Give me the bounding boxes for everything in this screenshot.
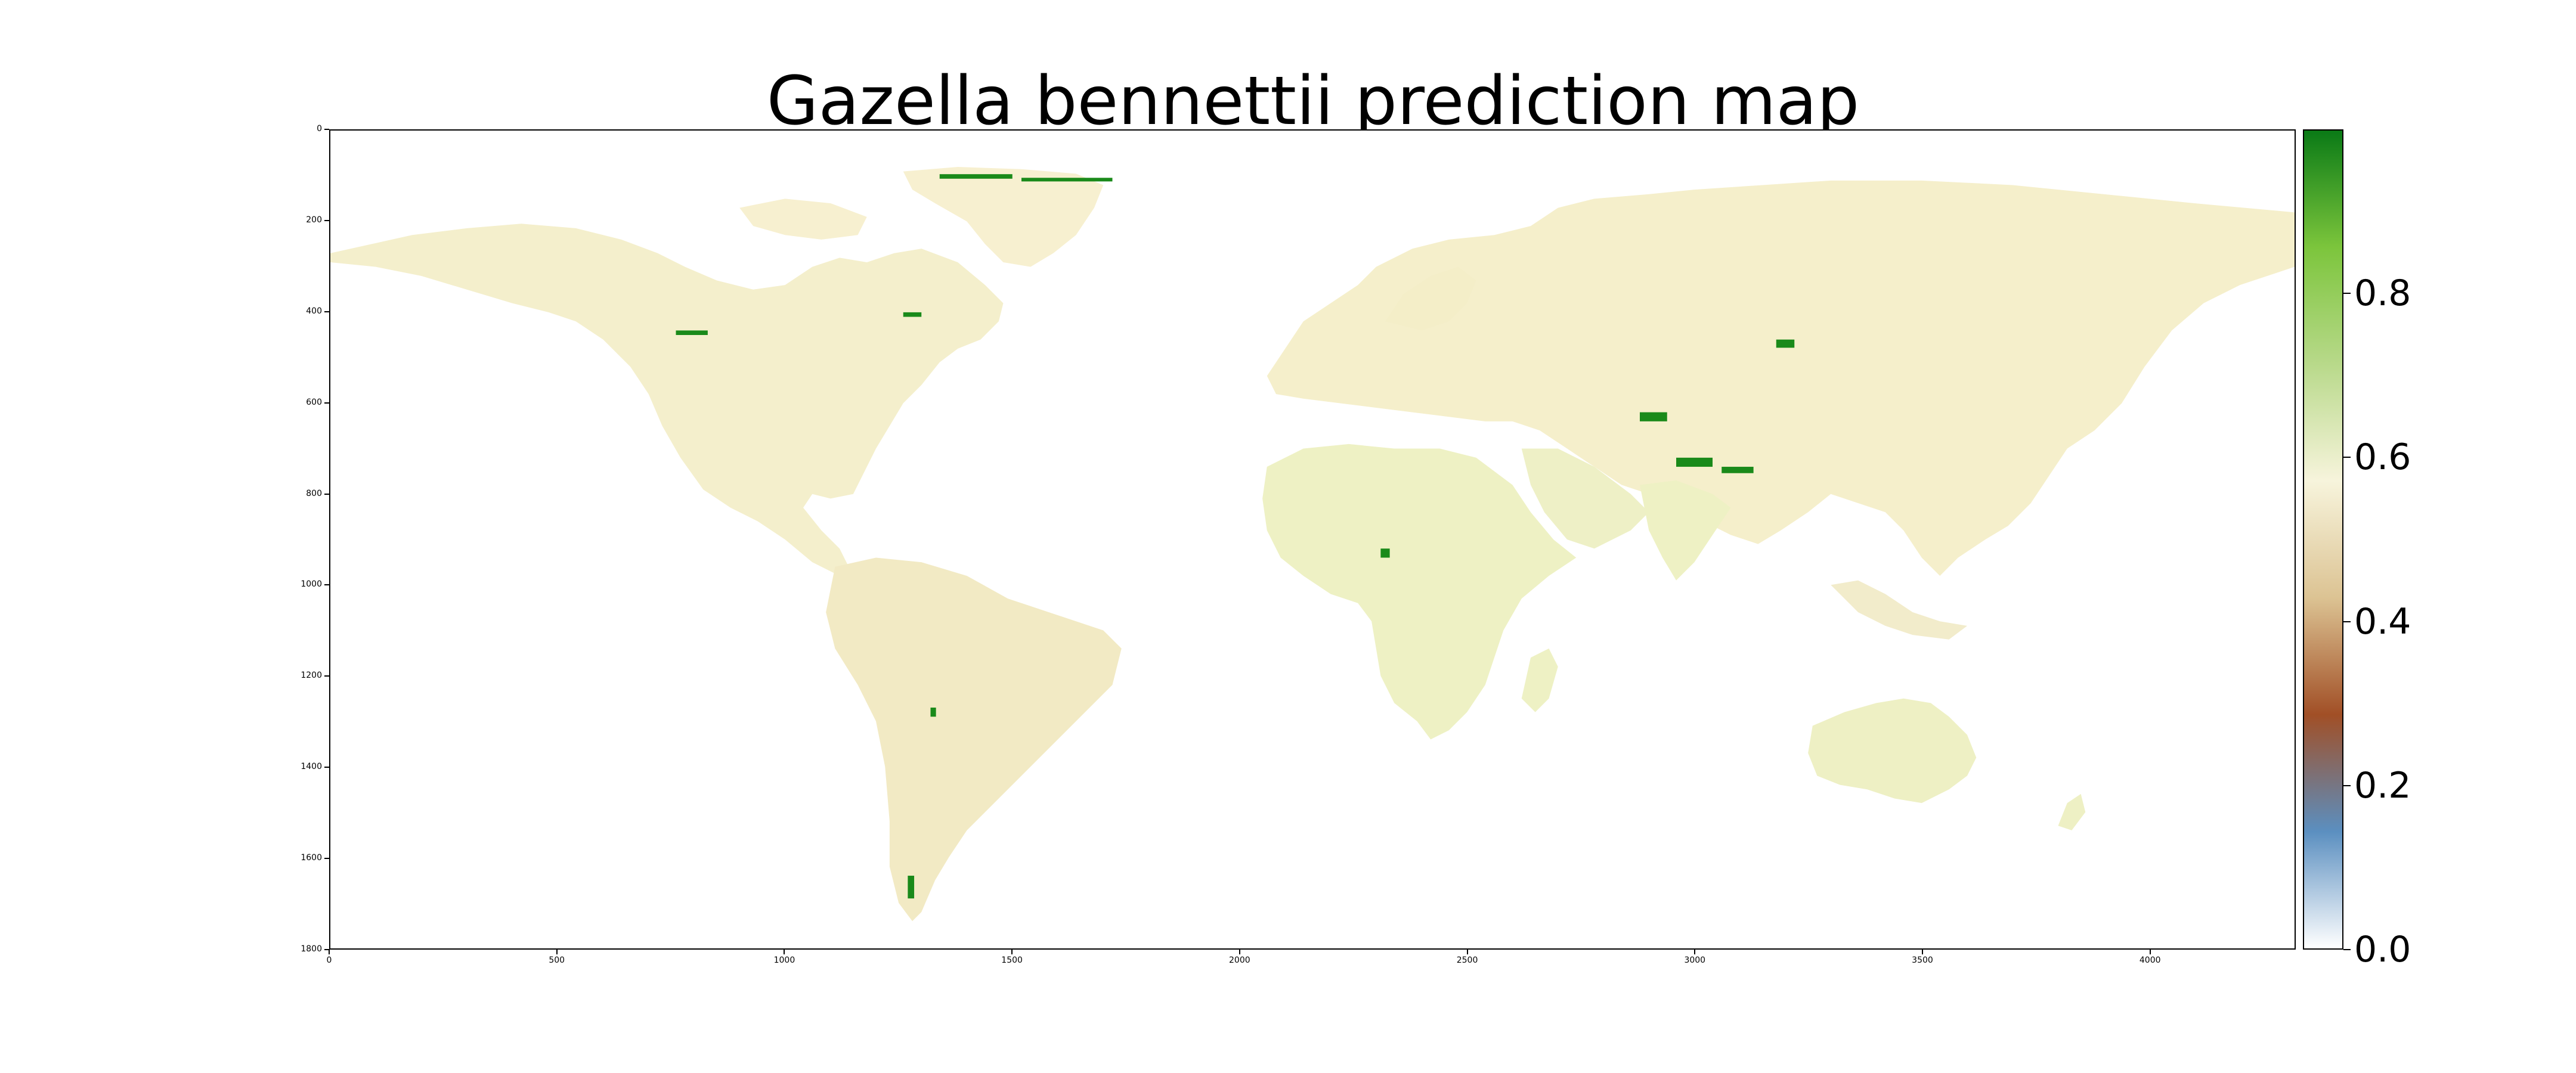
x-tick-mark [556,950,558,954]
high-prediction-patch [1380,548,1390,558]
x-tick-label: 0 [326,956,332,965]
colorbar-tick-mark [2343,293,2351,294]
landmass-new-zealand [2058,793,2086,830]
landmass-scandinavia [1385,266,1476,331]
landmass-india [1640,480,1731,581]
landmass-arctic-islands [739,199,867,240]
x-tick-mark [329,950,330,954]
colorbar-tick-mark [2343,949,2351,950]
x-tick-label: 500 [549,956,565,965]
landmass-africa [1262,444,1577,740]
y-tick-label: 1600 [301,853,322,863]
high-prediction-patch [930,708,936,717]
y-tick-label: 1000 [301,579,322,590]
colorbar-tick-mark [2343,784,2351,786]
y-tick-mark [324,129,329,130]
y-tick-mark [324,858,329,860]
high-prediction-patch [903,312,922,317]
x-tick-mark [2149,950,2151,954]
colorbar-tick-mark [2343,621,2351,622]
high-prediction-patch [1676,457,1713,467]
landmass-southeast-asia-islands [1831,580,1967,640]
x-tick-mark [1921,950,1923,954]
landmass-madagascar [1521,648,1558,712]
high-prediction-patch [1021,178,1113,182]
x-tick-mark [1466,950,1468,954]
high-prediction-patch [908,876,915,899]
colorbar-tick-label: 0.4 [2354,600,2411,643]
x-tick-label: 2500 [1456,956,1478,965]
high-prediction-patch [676,330,708,335]
x-tick-label: 3000 [1684,956,1706,965]
y-tick-mark [324,311,329,312]
x-tick-label: 4000 [2139,956,2161,965]
y-tick-label: 400 [306,306,322,316]
map-title: Gazella bennettii prediction map [766,63,1860,140]
x-tick-label: 2000 [1229,956,1250,965]
y-tick-mark [324,767,329,768]
y-tick-label: 1800 [301,944,322,954]
colorbar-tick-mark [2343,457,2351,458]
landmass-eurasia [1267,180,2295,576]
y-tick-label: 0 [317,124,322,134]
x-tick-label: 3500 [1912,956,1933,965]
y-tick-label: 600 [306,397,322,407]
landmass-arabia [1521,448,1649,549]
y-tick-mark [324,219,329,221]
x-tick-mark [1011,950,1013,954]
colorbar-tick-label: 0.2 [2354,764,2411,807]
y-tick-label: 800 [306,488,322,498]
x-tick-mark [1694,950,1696,954]
landmass-north-america [330,224,1004,576]
y-tick-mark [324,675,329,677]
y-tick-mark [324,493,329,495]
high-prediction-patch [1776,339,1795,348]
y-tick-label: 200 [306,215,322,225]
y-tick-mark [324,402,329,404]
high-prediction-patch [1722,467,1754,473]
high-prediction-patch [1640,412,1667,421]
landmass-australia [1808,698,1977,804]
world-map [330,166,2295,922]
x-tick-label: 1500 [1001,956,1023,965]
x-tick-mark [784,950,785,954]
landmass-greenland [903,166,1104,267]
high-prediction-patches [676,174,1795,899]
colorbar [2303,129,2343,950]
colorbar-tick-label: 0.6 [2354,436,2411,479]
landmass-south-america [826,557,1122,922]
high-prediction-patch [939,174,1013,179]
y-tick-label: 1200 [301,671,322,681]
map-area [329,129,2296,950]
colorbar-tick-label: 0.0 [2354,929,2411,970]
y-tick-label: 1400 [301,762,322,772]
y-tick-mark [324,949,329,950]
x-tick-mark [1239,950,1240,954]
y-tick-mark [324,584,329,586]
x-tick-label: 1000 [773,956,795,965]
colorbar-tick-label: 0.8 [2354,272,2411,315]
